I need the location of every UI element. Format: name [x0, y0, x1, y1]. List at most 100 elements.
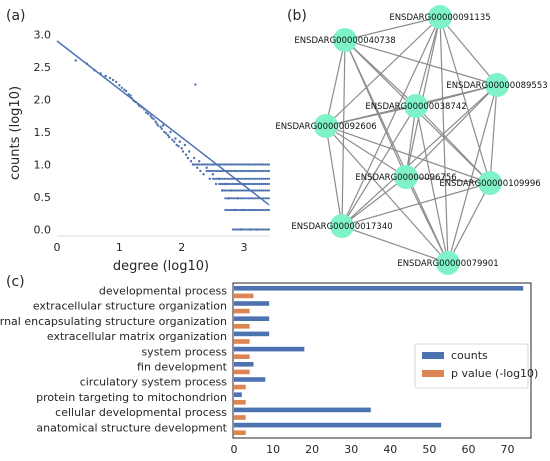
scatter-point [187, 150, 191, 153]
panel-label-c: (c) [6, 274, 25, 290]
network-node [394, 165, 418, 189]
scatter-point [262, 228, 265, 231]
scatter-point [233, 208, 236, 212]
scatter-point [260, 182, 263, 186]
scatter-point [241, 177, 244, 180]
scatter-point [262, 177, 265, 180]
scatter-point [256, 197, 259, 200]
y-tick-label: 1.0 [34, 159, 52, 172]
network-edge [439, 16, 491, 184]
scatter-point [254, 163, 258, 166]
bar-counts [234, 407, 371, 413]
scatter-point [258, 163, 261, 166]
scatter-point [223, 189, 226, 192]
scatter-point [266, 163, 269, 166]
y-tick-label: 0.0 [34, 224, 52, 237]
scatter-point [209, 169, 212, 173]
scatter-point [264, 197, 267, 200]
scatter-point [214, 169, 218, 173]
scatter-point [258, 189, 261, 192]
scatter-point [208, 163, 211, 166]
scatter-point [207, 169, 210, 173]
scatter-point [233, 228, 236, 231]
network-node [404, 94, 428, 118]
scatter-point [194, 163, 198, 166]
scatter-point [258, 228, 261, 231]
scatter-point [267, 208, 271, 212]
scatter-point [219, 177, 222, 180]
scatter-point [233, 169, 237, 173]
scatter-point [125, 89, 128, 93]
scatter-point [234, 182, 237, 186]
scatter-point [260, 163, 263, 166]
scatter-point [226, 189, 229, 192]
category-label: developmental process [99, 285, 227, 298]
scatter-point [199, 169, 202, 173]
category-label: external encapsulating structure organiz… [0, 315, 227, 328]
scatter-point [256, 163, 259, 166]
scatter-point [258, 182, 261, 186]
scatter-point [252, 189, 256, 192]
scatter-point [251, 177, 254, 180]
scatter-point [256, 208, 259, 212]
network-edge [325, 105, 417, 127]
network-node-label: ENSDARG00000040738 [294, 36, 395, 46]
gene-network: ENSDARG00000091135 ENSDARG00000040738 ENSD… [275, 5, 548, 275]
scatter-point [127, 93, 130, 96]
bar-pvalue [234, 308, 250, 314]
scatter-point [218, 169, 221, 173]
network-edge [415, 105, 491, 184]
category-label: circulatory system process [80, 376, 228, 389]
network-edge [344, 39, 449, 264]
scatter-point [249, 163, 252, 166]
scatter-point [224, 208, 227, 212]
network-edge [447, 182, 491, 264]
scatter-point [180, 147, 183, 150]
scatter-point [216, 169, 220, 173]
network-node [314, 114, 338, 138]
bar-counts [234, 286, 524, 291]
scatter-point [221, 177, 224, 180]
bars [234, 286, 524, 435]
network-edge [405, 176, 449, 264]
scatter-point [241, 169, 244, 173]
scatter-point [149, 114, 152, 117]
legend: counts p value (-log10) [414, 343, 538, 389]
scatter-point [224, 163, 228, 166]
x-axis-title: degree (log10) [113, 259, 209, 274]
scatter-point [168, 136, 171, 139]
x-tick-label: 20 [305, 443, 319, 456]
scatter-point [205, 166, 208, 169]
scatter-point [266, 189, 269, 192]
network-node [428, 5, 452, 29]
bar-pvalue [234, 430, 246, 435]
scatter-point [160, 127, 163, 130]
network-node-label: ENSDARG00000092606 [275, 122, 376, 132]
scatter-point [266, 197, 269, 200]
scatter-point [262, 197, 265, 200]
y-tick-label: 0.5 [34, 191, 52, 204]
network-node-label: ENSDARG00000038742 [365, 102, 466, 112]
scatter-point [235, 197, 238, 200]
fit-line [56, 40, 270, 206]
scatter-point [211, 177, 214, 180]
scatter-point [111, 78, 115, 82]
scatter-point [183, 143, 187, 147]
scatter-point [206, 163, 209, 166]
scatter-point [245, 169, 248, 173]
scatter-point [245, 197, 248, 200]
scatter-point [243, 189, 246, 192]
scatter-point [229, 197, 233, 200]
network-edge [325, 16, 441, 127]
scatter-point [219, 182, 223, 186]
bar-pvalue [234, 293, 254, 299]
network-node-label: ENSDARG00000091135 [389, 13, 490, 23]
scatter-point [260, 228, 263, 231]
scatter-point [256, 169, 259, 173]
scatter-point [129, 94, 132, 97]
scatter-point [250, 208, 254, 212]
bar-counts [234, 422, 442, 428]
scatter-point [241, 208, 244, 212]
scatter-point [231, 228, 234, 231]
